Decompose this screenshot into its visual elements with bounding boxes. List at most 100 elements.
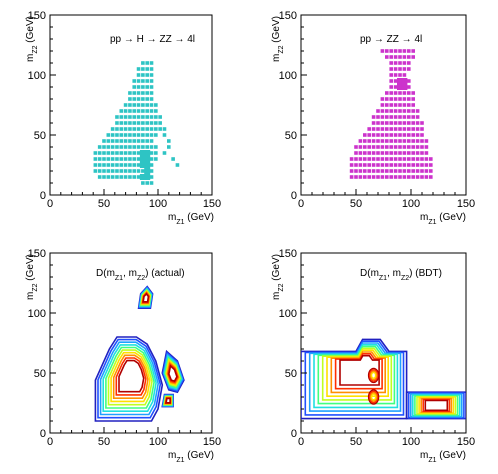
scatter-cell [350, 169, 354, 173]
scatter-cell [420, 139, 424, 143]
scatter-cell [407, 157, 411, 161]
scatter-cell [145, 127, 149, 131]
scatter-cell [398, 91, 402, 95]
scatter-cell [394, 73, 398, 77]
scatter-cell [372, 127, 376, 131]
scatter-cell [137, 67, 141, 71]
scatter-cell [381, 157, 385, 161]
x-tick-label: 0 [47, 198, 53, 210]
scatter-cell [137, 91, 141, 95]
scatter-cell [141, 67, 145, 71]
scatter-cell [381, 145, 385, 149]
scatter-cell [145, 181, 149, 185]
scatter-cell [111, 127, 115, 131]
scatter-cell [420, 145, 424, 149]
scatter-cell [141, 73, 145, 77]
scatter-cell [398, 151, 402, 155]
scatter-cell [150, 115, 154, 119]
scatter-cell [385, 49, 389, 53]
scatter-cell [163, 127, 167, 131]
scatter-cell [111, 157, 115, 161]
scatter-cell [107, 175, 111, 179]
x-axis-label: mZ1 (GeV) [168, 450, 214, 464]
x-tick-label: 150 [457, 436, 475, 448]
scatter-cell [411, 103, 415, 107]
scatter-cell [102, 163, 106, 167]
marks-group [94, 61, 180, 185]
scatter-cell [389, 91, 393, 95]
scatter-cell [363, 151, 367, 155]
scatter-cell [372, 139, 376, 143]
scatter-cell [167, 145, 171, 149]
scatter-cell [102, 175, 106, 179]
scatter-cell [115, 151, 119, 155]
scatter-cell [359, 175, 363, 179]
scatter-cell [389, 49, 393, 53]
x-tick-label: 100 [149, 198, 167, 210]
scatter-cell [102, 169, 106, 173]
scatter-cell [411, 151, 415, 155]
scatter-cell [372, 121, 376, 125]
scatter-cell [381, 139, 385, 143]
scatter-cell [359, 163, 363, 167]
scatter-cell [407, 145, 411, 149]
scatter-cell [128, 103, 132, 107]
dense-cell [144, 174, 150, 180]
scatter-cell [115, 133, 119, 137]
scatter-cell [115, 145, 119, 149]
scatter-cell [425, 139, 429, 143]
scatter-cell [150, 91, 154, 95]
scatter-cell [389, 115, 393, 119]
scatter-cell [398, 49, 402, 53]
dense-cell [144, 162, 150, 168]
scatter-cell [150, 169, 154, 173]
scatter-cell [354, 175, 358, 179]
scatter-cell [389, 109, 393, 113]
panel-higgs-scatter: 0 50 100 150050100150 pp → H → ZZ → 4l mZ1 … [25, 10, 221, 226]
scatter-cell [137, 79, 141, 83]
y-tick-label: 0 [40, 190, 46, 202]
scatter-cell [398, 115, 402, 119]
scatter-cell [385, 103, 389, 107]
scatter-cell [145, 73, 149, 77]
scatter-cell [107, 145, 111, 149]
scatter-cell [403, 115, 407, 119]
scatter-cell [416, 175, 420, 179]
scatter-cell [363, 169, 367, 173]
scatter-cell [411, 55, 415, 59]
scatter-cell [389, 79, 393, 83]
scatter-cell [411, 91, 415, 95]
scatter-cell [389, 73, 393, 77]
scatter-cell [429, 169, 433, 173]
scatter-cell [389, 133, 393, 137]
scatter-cell [381, 169, 385, 173]
scatter-cell [150, 97, 154, 101]
scatter-cell [154, 151, 158, 155]
scatter-cell [403, 109, 407, 113]
y-tick-label: 50 [285, 130, 297, 142]
scatter-cell [394, 97, 398, 101]
scatter-cell [111, 163, 115, 167]
scatter-cell [367, 175, 371, 179]
scatter-cell [376, 121, 380, 125]
scatter-cell [150, 79, 154, 83]
scatter-cell [132, 109, 136, 113]
scatter-cell [372, 133, 376, 137]
scatter-cell [150, 67, 154, 71]
scatter-cell [124, 151, 128, 155]
scatter-cell [394, 91, 398, 95]
scatter-cell [403, 145, 407, 149]
scatter-cell [407, 169, 411, 173]
scatter-cell [389, 97, 393, 101]
scatter-cell [132, 97, 136, 101]
scatter-cell [407, 85, 411, 89]
panel-zz-scatter: 0 50 100 150 0 50 100 150 pp → ZZ → 4l mZ1 (GeV… [271, 10, 475, 226]
scatter-cell [137, 97, 141, 101]
scatter-cell [102, 139, 106, 143]
scatter-cell [385, 151, 389, 155]
scatter-cell [137, 73, 141, 77]
scatter-cell [119, 139, 123, 143]
scatter-cell [376, 163, 380, 167]
scatter-cell [119, 169, 123, 173]
scatter-cell [372, 145, 376, 149]
